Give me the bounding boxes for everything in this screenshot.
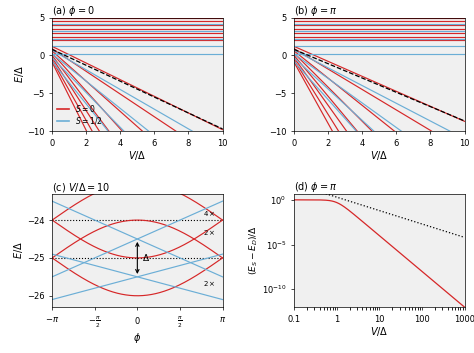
X-axis label: $\phi$: $\phi$ (133, 331, 141, 345)
Y-axis label: $E/\Delta$: $E/\Delta$ (13, 65, 26, 83)
Text: (b) $\phi=\pi$: (b) $\phi=\pi$ (294, 4, 337, 18)
X-axis label: $V/\Delta$: $V/\Delta$ (128, 149, 146, 162)
Text: $2\times$: $2\times$ (203, 228, 216, 237)
Text: $4\times$: $4\times$ (203, 209, 216, 218)
X-axis label: $V/\Delta$: $V/\Delta$ (370, 325, 389, 338)
Text: $\Delta$: $\Delta$ (142, 252, 150, 263)
Text: $2\times$: $2\times$ (203, 279, 216, 288)
Text: (d) $\phi=\pi$: (d) $\phi=\pi$ (294, 180, 337, 193)
Text: (c) $V/\Delta=10$: (c) $V/\Delta=10$ (52, 181, 110, 193)
X-axis label: $V/\Delta$: $V/\Delta$ (370, 149, 389, 162)
Legend: $S=0$, $S=1/2$: $S=0$, $S=1/2$ (56, 101, 104, 127)
Y-axis label: $E/\Delta$: $E/\Delta$ (12, 241, 26, 259)
Text: (a) $\phi=0$: (a) $\phi=0$ (52, 4, 95, 18)
Y-axis label: $(E_S - E_D)/\Delta$: $(E_S - E_D)/\Delta$ (248, 226, 260, 275)
